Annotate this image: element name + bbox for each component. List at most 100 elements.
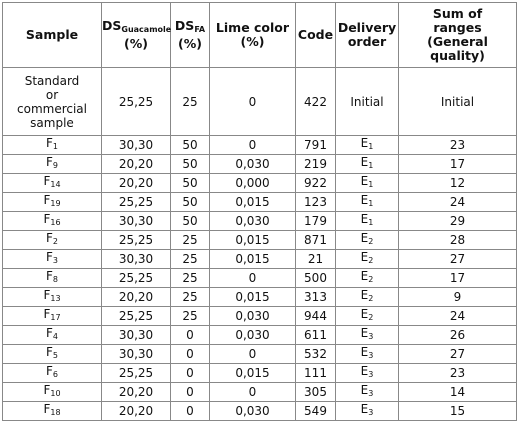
- header-row: Sample DSGuacamole (%) DSFA (%) Lime col…: [2, 2, 517, 68]
- ds-guacamole-cell: 20,20: [101, 401, 171, 421]
- standard-ds-fa: 25: [170, 67, 210, 136]
- sum-cell: 12: [398, 173, 517, 193]
- code-cell: 111: [295, 363, 336, 383]
- sample-cell-subscript: 8: [52, 275, 58, 284]
- delivery-cell-main: E: [360, 193, 369, 207]
- sample-cell: F14: [2, 173, 102, 193]
- sample-cell: F16: [2, 211, 102, 231]
- sample-cell: F13: [2, 287, 102, 307]
- sum-cell: 28: [398, 230, 517, 250]
- table-row: F2 25,25 25 0,015 871 E2 28: [2, 230, 517, 250]
- delivery-cell-main: E: [360, 288, 369, 302]
- table-row: F5 30,30 0 0 532 E3 27: [2, 344, 517, 364]
- delivery-cell: E3: [335, 325, 399, 345]
- delivery-cell-main: E: [360, 307, 369, 321]
- sum-cell: 24: [398, 192, 517, 212]
- sum-cell: 24: [398, 306, 517, 326]
- delivery-cell-subscript: 3: [368, 370, 374, 379]
- lime-color-cell: 0,015: [209, 287, 296, 307]
- sample-cell-subscript: 10: [50, 389, 61, 398]
- delivery-cell-main: E: [360, 383, 369, 397]
- ds-fa-cell: 50: [170, 135, 210, 155]
- sum-cell: 23: [398, 363, 517, 383]
- sample-cell-main: F: [46, 269, 53, 283]
- lime-color-cell: 0,015: [209, 230, 296, 250]
- sample-cell: F17: [2, 306, 102, 326]
- delivery-cell: E3: [335, 363, 399, 383]
- sum-cell: 14: [398, 382, 517, 402]
- ds-fa-cell: 0: [170, 382, 210, 402]
- header-code: Code: [295, 2, 336, 68]
- table-row: F14 20,20 50 0,000 922 E1 12: [2, 173, 517, 193]
- delivery-cell: E1: [335, 192, 399, 212]
- ds-fa-cell: 0: [170, 325, 210, 345]
- sum-cell: 17: [398, 268, 517, 288]
- sample-cell: F1: [2, 135, 102, 155]
- sample-cell: F6: [2, 363, 102, 383]
- ds-fa-cell: 25: [170, 268, 210, 288]
- table-row: F13 20,20 25 0,015 313 E2 9: [2, 287, 517, 307]
- sample-cell: F5: [2, 344, 102, 364]
- delivery-cell-main: E: [360, 212, 369, 226]
- lime-color-cell: 0,030: [209, 325, 296, 345]
- code-cell: 313: [295, 287, 336, 307]
- sample-cell: F4: [2, 325, 102, 345]
- standard-lime-color: 0: [209, 67, 296, 136]
- delivery-cell: E1: [335, 135, 399, 155]
- ds-fa-cell: 50: [170, 173, 210, 193]
- ds-fa-cell: 0: [170, 344, 210, 364]
- ds-fa-cell: 25: [170, 306, 210, 326]
- sum-cell: 27: [398, 249, 517, 269]
- ds-guacamole-cell: 30,30: [101, 325, 171, 345]
- header-ds-fa: DSFA (%): [170, 2, 210, 68]
- ds-guacamole-cell: 20,20: [101, 173, 171, 193]
- lime-color-cell: 0,015: [209, 363, 296, 383]
- sample-cell-main: F: [46, 136, 53, 150]
- code-cell: 21: [295, 249, 336, 269]
- table-row: F3 30,30 25 0,015 21 E2 27: [2, 249, 517, 269]
- ds-guacamole-cell: 30,30: [101, 249, 171, 269]
- delivery-cell-subscript: 1: [368, 218, 374, 227]
- sample-cell-subscript: 14: [50, 180, 61, 189]
- table-row: F4 30,30 0 0,030 611 E3 26: [2, 325, 517, 345]
- standard-code: 422: [295, 67, 336, 136]
- ds-fa-cell: 50: [170, 192, 210, 212]
- delivery-cell: E2: [335, 287, 399, 307]
- delivery-cell-subscript: 3: [368, 332, 374, 341]
- sample-cell: F18: [2, 401, 102, 421]
- delivery-cell-subscript: 1: [368, 199, 374, 208]
- ds-guacamole-cell: 20,20: [101, 287, 171, 307]
- table-row: F18 20,20 0 0,030 549 E3 15: [2, 401, 517, 421]
- table-row: F17 25,25 25 0,030 944 E2 24: [2, 306, 517, 326]
- code-cell: 922: [295, 173, 336, 193]
- code-cell: 123: [295, 192, 336, 212]
- table-row: F16 30,30 50 0,030 179 E1 29: [2, 211, 517, 231]
- delivery-cell-subscript: 1: [368, 161, 374, 170]
- standard-ds-guacamole: 25,25: [101, 67, 171, 136]
- sample-cell: F9: [2, 154, 102, 174]
- header-ds-guacamole: DSGuacamole (%): [101, 2, 171, 68]
- sample-cell: F8: [2, 268, 102, 288]
- lime-color-cell: 0: [209, 382, 296, 402]
- lime-color-cell: 0,015: [209, 192, 296, 212]
- sample-cell-subscript: 2: [52, 237, 58, 246]
- header-lime-color: Lime color (%): [209, 2, 296, 68]
- sample-cell-main: F: [46, 326, 53, 340]
- delivery-cell: E3: [335, 344, 399, 364]
- sample-cell-subscript: 9: [52, 161, 58, 170]
- sum-cell: 17: [398, 154, 517, 174]
- lime-color-cell: 0,030: [209, 401, 296, 421]
- lime-color-cell: 0: [209, 268, 296, 288]
- sample-cell-main: F: [43, 174, 51, 188]
- ds-guacamole-cell: 25,25: [101, 230, 171, 250]
- ds-fa-cell: 25: [170, 287, 210, 307]
- standard-sample-row: Standard or commercial sample 25,25 25 0…: [2, 67, 517, 136]
- sample-cell-subscript: 4: [52, 332, 58, 341]
- delivery-cell-main: E: [360, 155, 369, 169]
- delivery-cell: E2: [335, 230, 399, 250]
- sample-cell-subscript: 3: [52, 256, 58, 265]
- sample-cell: F3: [2, 249, 102, 269]
- sample-cell: F10: [2, 382, 102, 402]
- lime-color-cell: 0,030: [209, 154, 296, 174]
